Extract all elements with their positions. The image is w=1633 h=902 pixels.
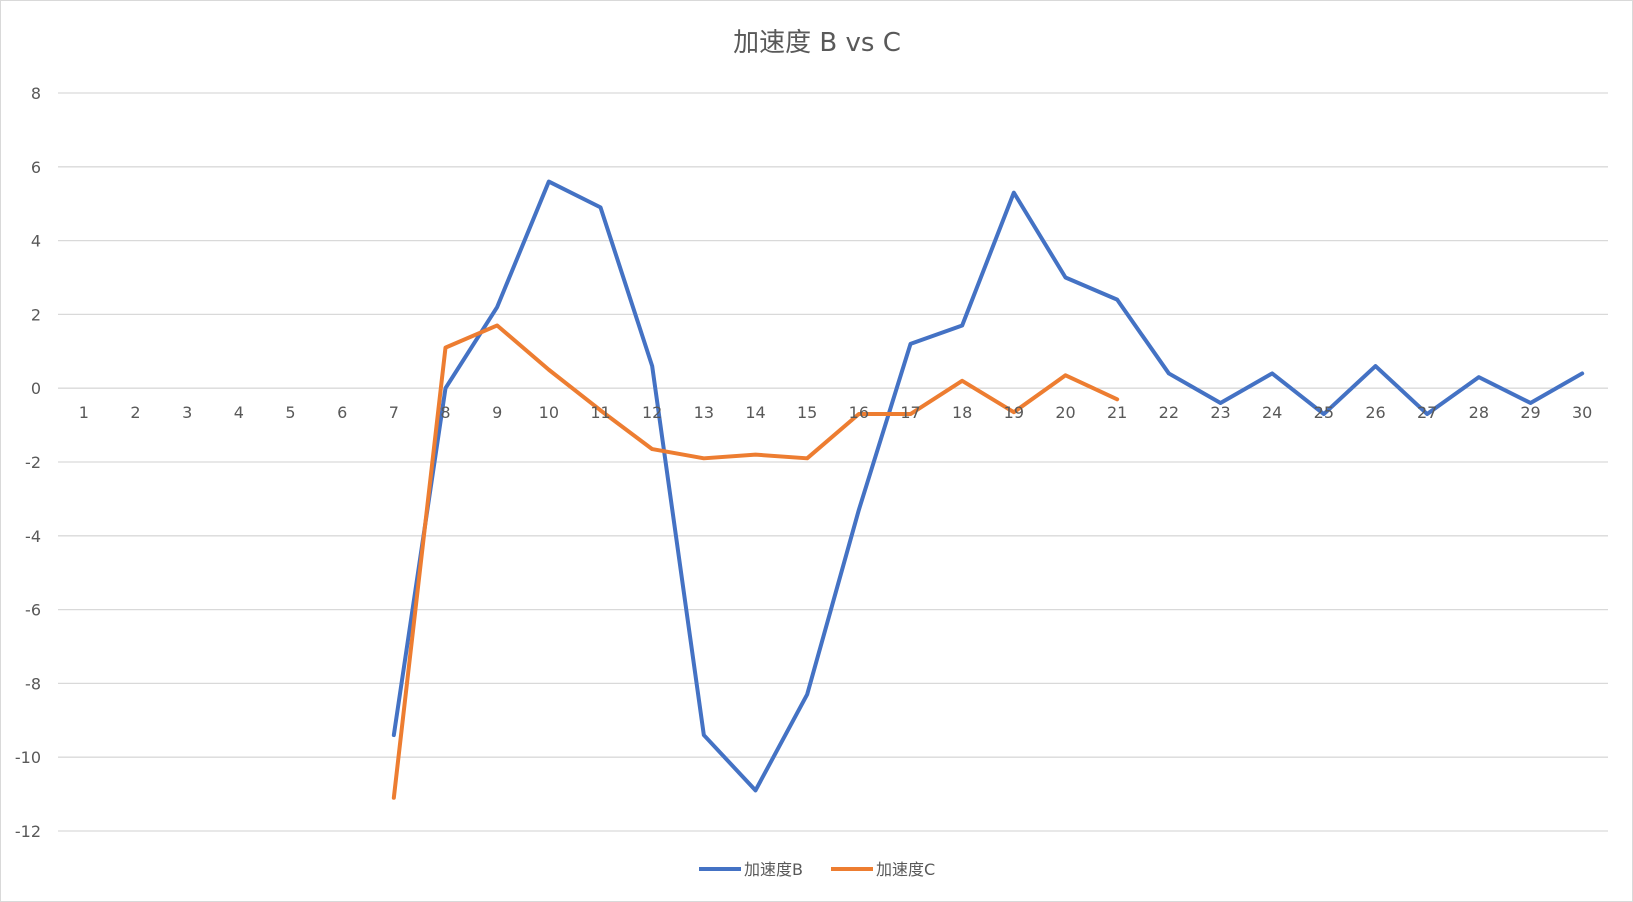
x-tick-label: 28 (1469, 403, 1489, 422)
series-line-2 (391, 323, 1120, 800)
x-tick-label: 29 (1520, 403, 1540, 422)
series-line-1 (391, 179, 1585, 793)
x-tick-label: 3 (182, 403, 192, 422)
x-tick-label: 2 (130, 403, 140, 422)
x-tick-label: 6 (337, 403, 347, 422)
chart-title: 加速度 B vs C (733, 28, 901, 58)
y-tick-label: -12 (15, 822, 41, 841)
x-tick-label: 19 (1004, 403, 1024, 422)
y-axis-ticks: 8 6 4 2 0 -2 -4 -6 -8 -10 -12 (15, 84, 41, 841)
legend: 加速度B 加速度C (699, 860, 935, 879)
x-tick-label: 10 (539, 403, 559, 422)
y-tick-label: -4 (25, 527, 41, 546)
x-tick-label: 13 (694, 403, 714, 422)
series-lines (391, 179, 1585, 800)
x-tick-label: 14 (745, 403, 765, 422)
y-tick-label: 4 (31, 232, 41, 251)
legend-label-2: 加速度C (876, 860, 935, 879)
x-tick-label: 8 (440, 403, 450, 422)
x-tick-label: 30 (1572, 403, 1592, 422)
y-tick-label: -10 (15, 748, 41, 767)
x-tick-label: 25 (1314, 403, 1334, 422)
x-tick-label: 21 (1107, 403, 1127, 422)
x-tick-label: 18 (952, 403, 972, 422)
y-tick-label: -6 (25, 601, 41, 620)
x-tick-label: 27 (1417, 403, 1437, 422)
y-tick-label: 6 (31, 158, 41, 177)
x-tick-label: 26 (1365, 403, 1385, 422)
legend-label-1: 加速度B (744, 860, 803, 879)
x-tick-label: 16 (849, 403, 869, 422)
x-tick-label: 24 (1262, 403, 1282, 422)
x-tick-label: 17 (900, 403, 920, 422)
y-tick-label: 0 (31, 379, 41, 398)
x-tick-label: 4 (234, 403, 244, 422)
x-tick-label: 1 (79, 403, 89, 422)
x-tick-label: 15 (797, 403, 817, 422)
y-tick-label: -8 (25, 674, 41, 693)
x-axis-ticks: 1 2 3 4 5 6 7 8 9 10 11 12 13 14 15 16 17 18 19 20 21 22 23 24 2… (79, 403, 1593, 422)
y-tick-label: -2 (25, 453, 41, 472)
gridlines (58, 92, 1608, 832)
x-tick-label: 20 (1055, 403, 1075, 422)
x-tick-label: 23 (1210, 403, 1230, 422)
x-tick-label: 12 (642, 403, 662, 422)
y-tick-label: 2 (31, 305, 41, 324)
x-tick-label: 5 (285, 403, 295, 422)
x-tick-label: 22 (1159, 403, 1179, 422)
x-tick-label: 7 (389, 403, 399, 422)
x-tick-label: 9 (492, 403, 502, 422)
x-tick-label: 11 (590, 403, 610, 422)
y-tick-label: 8 (31, 84, 41, 103)
